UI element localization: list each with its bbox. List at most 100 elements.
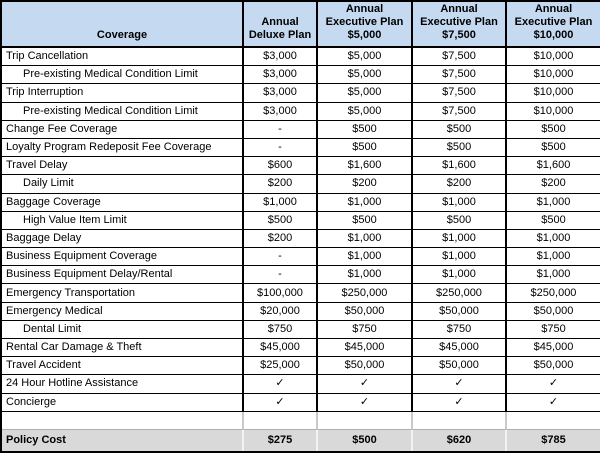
table-row: 24 Hour Hotline Assistance ✓ ✓ ✓ ✓ [2, 375, 600, 394]
value-cell: $750 [507, 321, 600, 339]
row-label-cell: Trip Cancellation [2, 48, 244, 67]
value-cell [318, 411, 413, 430]
value-cell: $1,000 [318, 229, 413, 249]
value-cell: $10,000 [507, 103, 600, 121]
row-label-cell: 24 Hour Hotline Assistance [2, 375, 244, 394]
value-cell: $50,000 [318, 302, 413, 321]
table-row: Travel Accident $25,000 $50,000 $50,000 $50,… [2, 357, 600, 376]
row-label-cell: Baggage Delay [2, 229, 244, 249]
coverage-column-header: Coverage [2, 2, 244, 48]
value-cell: ✓ [244, 375, 318, 394]
value-cell: ✓ [244, 393, 318, 412]
value-cell: $200 [244, 175, 318, 194]
table-row: Travel Delay $600 $1,600 $1,600 $1,600 [2, 157, 600, 176]
value-cell: $45,000 [244, 339, 318, 358]
value-cell: $50,000 [413, 357, 507, 376]
table-row: Trip Cancellation $3,000 $5,000 $7,500 $10,0… [2, 48, 600, 67]
value-cell: $500 [413, 211, 507, 230]
value-cell: $5,000 [318, 48, 413, 67]
row-label-cell: Travel Accident [2, 357, 244, 376]
value-cell: $1,000 [507, 248, 600, 267]
value-cell: $275 [244, 429, 318, 451]
value-cell: $10,000 [507, 66, 600, 85]
value-cell: ✓ [507, 375, 600, 394]
table-row: Loyalty Program Redeposit Fee Coverage - $… [2, 138, 600, 158]
value-cell [507, 412, 600, 430]
table-row: Pre-existing Medical Condition Limit $3,0… [2, 66, 600, 85]
table-row: Rental Car Damage & Theft $45,000 $45,000 $… [2, 339, 600, 358]
value-cell: $500 [318, 138, 413, 158]
row-label-cell: Change Fee Coverage [2, 120, 244, 139]
value-cell: - [244, 138, 318, 158]
value-cell: $500 [413, 138, 507, 158]
row-label-cell: Concierge [2, 393, 244, 412]
row-label-cell: Travel Delay [2, 157, 244, 176]
value-cell: $5,000 [318, 84, 413, 103]
row-label-cell: Baggage Coverage [2, 193, 244, 212]
value-cell: $1,000 [507, 194, 600, 212]
table-row: Change Fee Coverage - $500 $500 $500 [2, 120, 600, 139]
value-cell: $1,000 [413, 266, 507, 285]
value-cell: - [244, 120, 318, 139]
spacer-row [2, 411, 600, 430]
table-row: Dental Limit $750 $750 $750 $750 [2, 320, 600, 339]
row-label-cell: Business Equipment Coverage [2, 248, 244, 267]
row-label-cell: Pre-existing Medical Condition Limit [2, 102, 244, 121]
header-row: Coverage Annual Deluxe Plan Annual Execu… [2, 2, 600, 48]
value-cell: $1,000 [507, 266, 600, 285]
value-cell: $620 [413, 429, 507, 451]
row-label-cell: Dental Limit [2, 320, 244, 339]
value-cell: $500 [244, 211, 318, 230]
value-cell: $1,000 [413, 248, 507, 267]
table-row: Business Equipment Delay/Rental - $1,000 $1… [2, 266, 600, 285]
value-cell: $750 [413, 320, 507, 339]
value-cell: $20,000 [244, 302, 318, 321]
value-cell: $200 [244, 229, 318, 249]
row-label-cell: Pre-existing Medical Condition Limit [2, 66, 244, 85]
plan-column-header-deluxe: Annual Deluxe Plan [244, 2, 318, 48]
plan-column-header-exec-5000: Annual Executive Plan $5,000 [318, 2, 413, 48]
value-cell: $600 [244, 157, 318, 176]
value-cell: $1,600 [507, 157, 600, 176]
value-cell: $1,600 [413, 157, 507, 176]
value-cell: $200 [318, 175, 413, 194]
value-cell: $200 [413, 175, 507, 194]
value-cell: $10,000 [507, 84, 600, 103]
value-cell: $1,000 [413, 193, 507, 212]
value-cell: $750 [244, 320, 318, 339]
plan-column-header-exec-7500: Annual Executive Plan $7,500 [413, 2, 507, 48]
value-cell: ✓ [318, 393, 413, 412]
value-cell: $785 [507, 429, 600, 451]
value-cell: $1,000 [244, 193, 318, 212]
row-label-cell: Policy Cost [2, 429, 244, 451]
value-cell: $3,000 [244, 66, 318, 85]
value-cell [244, 411, 318, 430]
value-cell: ✓ [507, 394, 600, 412]
row-label-cell: Rental Car Damage & Theft [2, 339, 244, 358]
table-row: Trip Interruption $3,000 $5,000 $7,500 $10,0… [2, 84, 600, 103]
value-cell: $50,000 [507, 357, 600, 376]
value-cell: $50,000 [507, 303, 600, 321]
value-cell: $500 [318, 429, 413, 451]
table-row: Daily Limit $200 $200 $200 $200 [2, 175, 600, 194]
value-cell: - [244, 266, 318, 285]
value-cell: $3,000 [244, 48, 318, 67]
value-cell: $500 [413, 120, 507, 139]
value-cell: $5,000 [318, 66, 413, 85]
value-cell: $200 [507, 175, 600, 194]
value-cell: $3,000 [244, 102, 318, 121]
value-cell: ✓ [318, 375, 413, 394]
value-cell: $45,000 [318, 339, 413, 358]
table-row: Pre-existing Medical Condition Limit $3,0… [2, 102, 600, 121]
value-cell [413, 411, 507, 430]
row-label-cell: Trip Interruption [2, 84, 244, 103]
value-cell: $500 [318, 211, 413, 230]
policy-cost-row: Policy Cost $275 $500 $620 $785 [2, 429, 600, 451]
row-label-cell: Emergency Medical [2, 302, 244, 321]
table-row: Emergency Medical $20,000 $50,000 $50,000 $5… [2, 302, 600, 321]
value-cell: $45,000 [413, 339, 507, 358]
value-cell: $750 [318, 320, 413, 339]
table-row: Concierge ✓ ✓ ✓ ✓ [2, 393, 600, 412]
value-cell: $3,000 [244, 84, 318, 103]
